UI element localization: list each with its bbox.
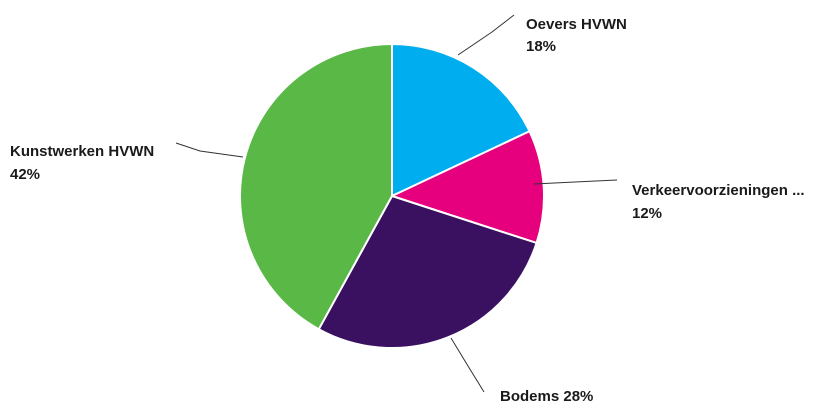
slice-label-oevers-hvwn: Oevers HVWN — [526, 16, 627, 33]
leader-line-2 — [450, 337, 485, 393]
slice-label-verkeervoorzieningen: Verkeervoorzieningen ... — [632, 182, 805, 199]
slice-label-kunstwerken-hvwn-name: Kunstwerken HVWN — [10, 143, 154, 160]
pie-slices — [239, 42, 545, 349]
slice-value-kunstwerken-hvwn: 42% — [10, 166, 40, 183]
leader-lines — [175, 14, 618, 393]
slice-value-kunstwerken-hvwn-text: 42% — [10, 166, 40, 183]
slice-label-kunstwerken-hvwn: Kunstwerken HVWN — [10, 143, 154, 160]
slice-value-oevers-hvwn: 18% — [526, 38, 556, 55]
slice-value-oevers-hvwn-text: 18% — [526, 38, 556, 55]
pie-slice-oevers-hvwn — [391, 42, 531, 198]
slice-value-verkeervoorzieningen: 12% — [632, 205, 662, 222]
leader-line-3 — [175, 142, 244, 158]
pie-slice-verkeervoorzieningen — [389, 129, 545, 245]
slice-label-verkeervoorzieningen-name: Verkeervoorzieningen ... — [632, 182, 805, 199]
leader-line-0 — [457, 14, 515, 56]
pie-slice-bodems — [317, 194, 538, 349]
slice-value-verkeervoorzieningen-text: 12% — [632, 205, 662, 222]
slice-label-oevers-hvwn-name: Oevers HVWN — [526, 16, 627, 33]
leader-line-1 — [533, 179, 618, 185]
pie-slice-kunstwerken-hvwn — [239, 42, 393, 331]
slice-value-bodems-text: 28% — [563, 388, 593, 403]
slice-label-bodems-name: Bodems — [500, 388, 559, 403]
slice-label-bodems: Bodems 28% — [500, 388, 593, 403]
